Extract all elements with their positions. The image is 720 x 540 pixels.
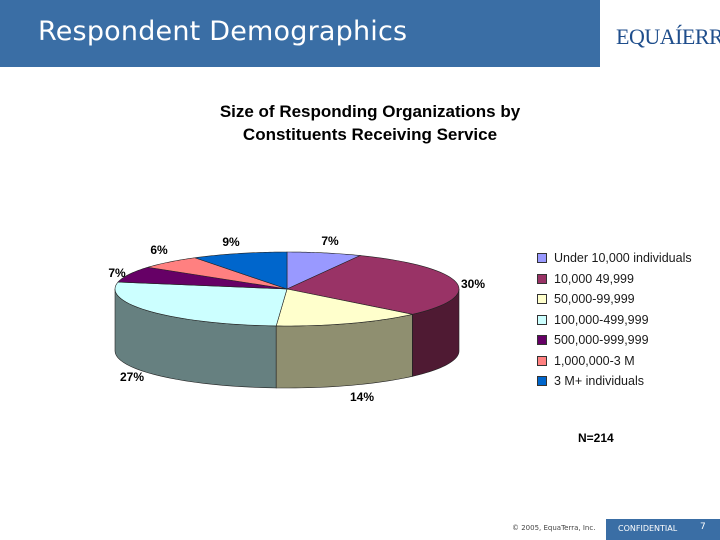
slide-title: Respondent Demographics [38, 16, 408, 47]
pie-value-label-6: 9% [222, 235, 240, 249]
chart-title-line-2: Constituents Receiving Service [242, 125, 498, 144]
legend-label-5: 1,000,000-3 M [554, 353, 635, 368]
legend-swatch-2 [537, 294, 547, 305]
legend-swatch-4 [537, 335, 547, 346]
pie-value-label-3: 27% [120, 370, 144, 384]
pie-slice-6 [194, 251, 288, 290]
legend-swatch-0 [537, 253, 547, 264]
confidential-bar [606, 519, 720, 540]
chart-title-line-1: Size of Responding Organizations by [219, 102, 521, 121]
confidential-label: CONFIDENTIAL [618, 524, 678, 533]
equaterra-logo: EQUAÍERRA [616, 24, 720, 49]
pie-slice-3 [114, 281, 288, 327]
legend-label-4: 500,000-999,999 [554, 333, 649, 348]
pie-top-slices [114, 251, 460, 327]
legend-swatch-3 [537, 314, 547, 325]
chart-title: Size of Responding Organizations by Cons… [170, 100, 570, 146]
pie-slice-2 [275, 288, 413, 327]
footer-copyright: © 2005, EquaTerra, Inc. [512, 524, 596, 532]
pie-slice-4 [117, 266, 288, 290]
chart-legend: Under 10,000 individuals 10,000 49,999 50,… [537, 248, 717, 392]
pie-value-label-0: 7% [321, 234, 339, 248]
pie-slice-1 [286, 255, 460, 315]
legend-item-5: 1,000,000-3 M [537, 351, 717, 372]
page-number: 7 [700, 522, 706, 532]
sample-size-label: N=214 [578, 431, 614, 445]
logo-area [600, 0, 720, 67]
legend-swatch-6 [537, 376, 547, 387]
slide-header-bar [0, 0, 600, 67]
legend-item-6: 3 M+ individuals [537, 371, 717, 392]
pie-value-label-5: 6% [150, 243, 168, 257]
legend-item-3: 100,000-499,999 [537, 310, 717, 331]
legend-item-4: 500,000-999,999 [537, 330, 717, 351]
legend-label-2: 50,000-99,999 [554, 292, 635, 307]
legend-item-0: Under 10,000 individuals [537, 248, 717, 269]
legend-label-3: 100,000-499,999 [554, 312, 649, 327]
legend-item-1: 10,000 49,999 [537, 269, 717, 290]
pie-side-walls [114, 288, 460, 389]
pie-value-label-4: 7% [108, 266, 126, 280]
legend-swatch-5 [537, 355, 547, 366]
pie-value-label-2: 14% [350, 390, 374, 404]
legend-swatch-1 [537, 273, 547, 284]
pie-slice-5 [147, 257, 288, 290]
legend-label-6: 3 M+ individuals [554, 374, 644, 389]
pie-value-label-1: 30% [461, 277, 485, 291]
pie-slice-0 [286, 251, 362, 290]
legend-label-0: Under 10,000 individuals [554, 251, 692, 266]
legend-label-1: 10,000 49,999 [554, 271, 634, 286]
legend-item-2: 50,000-99,999 [537, 289, 717, 310]
